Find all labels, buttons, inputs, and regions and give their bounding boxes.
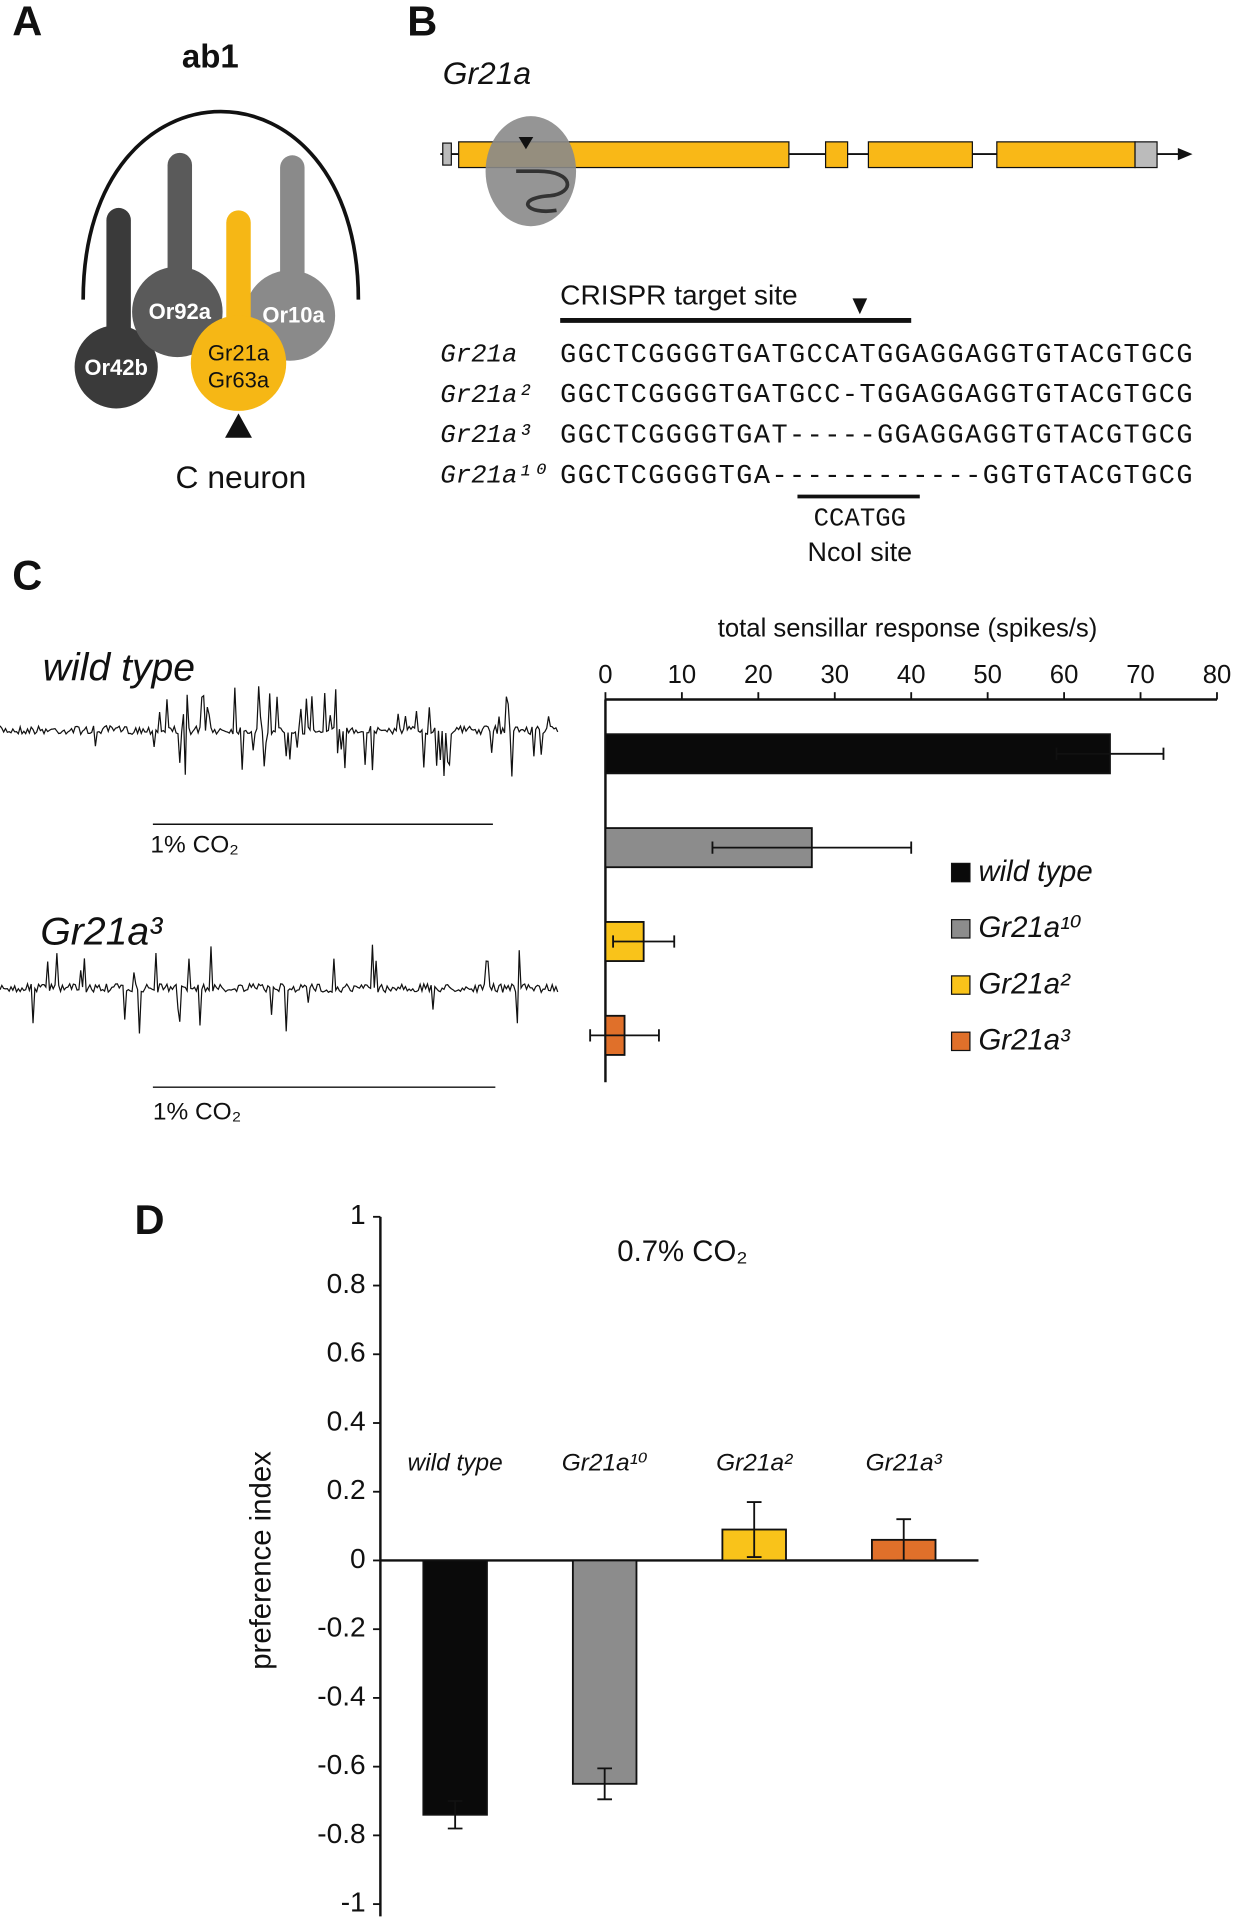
x-tick-label: 80 [1203, 661, 1232, 689]
y-tick-label: -0.8 [317, 1818, 365, 1849]
recording-trace [0, 686, 559, 777]
category-label: Gr21a¹⁰ [562, 1449, 648, 1476]
legend-label: wild type [978, 855, 1092, 888]
legend-label: Gr21a¹⁰ [978, 911, 1081, 944]
utr [442, 142, 452, 166]
x-tick-label: 20 [744, 661, 773, 689]
trace-label: Gr21a³ [40, 911, 163, 954]
utr [1134, 141, 1158, 169]
x-tick-label: 10 [668, 661, 697, 689]
error-bar [589, 1029, 660, 1042]
error-bar [597, 1767, 613, 1801]
error-bar [447, 1800, 463, 1830]
y-tick-label: -1 [341, 1887, 366, 1918]
legend-swatch [950, 919, 971, 939]
target-label: CRISPR target site [560, 280, 797, 311]
y-tick-label: 0.4 [327, 1405, 366, 1436]
neuron-label: Gr21a [208, 340, 270, 365]
site-sequence: CCATGG [814, 504, 906, 533]
exon [867, 141, 973, 169]
error-bar [612, 935, 676, 948]
panel-label: A [12, 0, 42, 44]
allele-name: Gr21a² [440, 381, 532, 410]
legend-swatch [950, 1031, 971, 1052]
neuron [132, 266, 223, 358]
neuron-label: Or42b [84, 355, 148, 380]
sensillum-label: ab1 [182, 37, 239, 74]
y-tick-label: 0.8 [327, 1268, 366, 1299]
sequence: GGCTCGGGGTGATGCC-TGGAGGAGGTGTACGTGCG [560, 381, 1192, 411]
allele-name: Gr21a³ [440, 421, 532, 450]
x-tick-label: 0 [598, 661, 612, 689]
neuron-label: Or10a [262, 303, 325, 328]
category-label: Gr21a² [716, 1449, 793, 1476]
neuron-label: Or92a [149, 299, 212, 324]
error-bar [896, 1518, 912, 1562]
x-tick-label: 70 [1126, 661, 1155, 689]
allele-name: Gr21a¹⁰ [440, 462, 548, 491]
x-tick-label: 40 [897, 661, 926, 689]
x-tick-label: 30 [820, 661, 849, 689]
error-bar [1055, 747, 1165, 760]
panel-label: D [135, 1196, 165, 1243]
gene-name: Gr21a [443, 55, 531, 91]
y-tick-label: 0 [350, 1543, 366, 1574]
bar [571, 1559, 638, 1785]
legend-swatch [950, 862, 971, 883]
recording-trace [0, 944, 559, 1034]
neuron-label: Gr63a [208, 367, 270, 392]
allele-name: Gr21a [440, 340, 517, 369]
guide-rna [516, 169, 570, 214]
y-tick-label: 1 [350, 1199, 366, 1230]
stimulus-label: 1% CO₂ [150, 832, 238, 859]
bar [604, 733, 1111, 775]
y-tick-label: 0.2 [327, 1474, 366, 1505]
panel-label: C [12, 551, 42, 598]
axis-title: total sensillar response (spikes/s) [718, 615, 1098, 643]
chart-title: 0.7% CO₂ [617, 1235, 747, 1268]
x-tick-label: 50 [973, 661, 1002, 689]
legend-label: Gr21a³ [978, 1024, 1071, 1057]
error-bar [711, 841, 913, 854]
legend-swatch [950, 975, 971, 995]
cut-site [518, 136, 534, 150]
category-label: wild type [408, 1449, 503, 1476]
cut-site [852, 298, 868, 315]
neuron [74, 325, 158, 409]
category-label: Gr21a³ [866, 1449, 943, 1476]
exon [824, 141, 849, 169]
sensillum-outline [81, 109, 361, 300]
y-tick-label: 0.6 [327, 1337, 366, 1368]
arrow-label: C neuron [176, 459, 307, 495]
error-bar [746, 1501, 762, 1558]
x-tick-label: 60 [1050, 661, 1079, 689]
y-tick-label: -0.4 [317, 1680, 365, 1711]
stimulus-label: 1% CO₂ [153, 1098, 241, 1125]
axis-title: preference index [245, 1451, 278, 1670]
neuron [190, 315, 287, 411]
arrowhead [225, 413, 252, 438]
sequence: GGCTCGGGGTGATGCCATGGAGGAGGTGTACGTGCG [560, 341, 1192, 371]
bar [422, 1559, 488, 1816]
panel-label: B [407, 0, 437, 44]
y-tick-label: -0.2 [317, 1612, 365, 1643]
sequence: GGCTCGGGGTGA------------GGTGTACGTGCG [560, 462, 1192, 492]
legend-label: Gr21a² [978, 967, 1071, 1000]
exon [996, 141, 1136, 169]
y-tick-label: -0.6 [317, 1749, 365, 1780]
site-label: NcoI site [808, 537, 913, 567]
trace-label: wild type [43, 647, 195, 690]
arrowhead [1177, 147, 1193, 161]
sequence: GGCTCGGGGTGAT-----GGAGGAGGTGTACGTGCG [560, 421, 1192, 451]
